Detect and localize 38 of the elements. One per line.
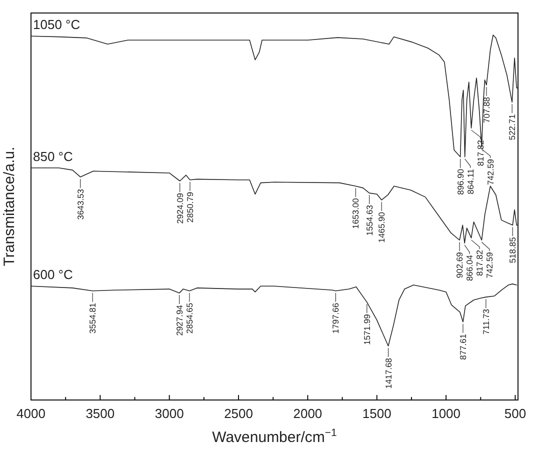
annotation: 817.82 — [475, 140, 486, 166]
annotation: 2850.79 — [184, 192, 195, 223]
annotation: 877.61 — [458, 334, 468, 360]
annotation: 896.90 — [455, 168, 466, 195]
annotation: 518.85 — [508, 236, 518, 264]
annotation: 3643.53 — [75, 188, 86, 220]
annotation: 2924.09 — [174, 192, 185, 224]
annotation: 2927.94 — [174, 304, 184, 336]
x-tick-label: 3500 — [86, 406, 115, 421]
x-tick-label: 1000 — [432, 406, 461, 421]
annotation: 1571.99 — [362, 314, 372, 345]
y-axis-title: Transmitance/a.u. — [1, 146, 18, 266]
annotation: 522.71 — [507, 114, 518, 140]
x-tick-label: 2000 — [293, 406, 322, 421]
x-axis-title: Wavenumber/cm$^{−1}$ — [212, 427, 338, 446]
annotation: 711.73 — [480, 308, 491, 334]
annotation: 1465.90 — [376, 212, 387, 243]
annotation: 1797.66 — [330, 302, 341, 334]
annotation: 1554.63 — [364, 204, 374, 236]
x-tick-label: 500 — [504, 406, 526, 421]
series-label: 1050 °C — [33, 17, 80, 32]
annotation: 2854.65 — [184, 302, 194, 334]
annotation: 817.82 — [474, 250, 485, 276]
annotation: 1417.68 — [383, 358, 394, 389]
annotation: 902.69 — [454, 252, 465, 278]
x-tick-label: 4000 — [16, 406, 46, 421]
series-label: 850 °C — [33, 148, 73, 164]
annotation: 707.88 — [481, 96, 492, 124]
annotation: 742.59 — [484, 252, 495, 278]
series-label: 600 °C — [33, 267, 73, 282]
x-tick-label: 3000 — [154, 406, 184, 421]
annotation: 3554.81 — [88, 302, 98, 334]
annotation: 866.04 — [464, 254, 475, 282]
annotation: 1653.00 — [350, 198, 361, 229]
x-tick-label: 1500 — [362, 406, 392, 421]
annotation: 864.11 — [465, 168, 476, 194]
x-tick-label: 2500 — [224, 406, 253, 421]
annotation: 742.59 — [485, 158, 496, 186]
